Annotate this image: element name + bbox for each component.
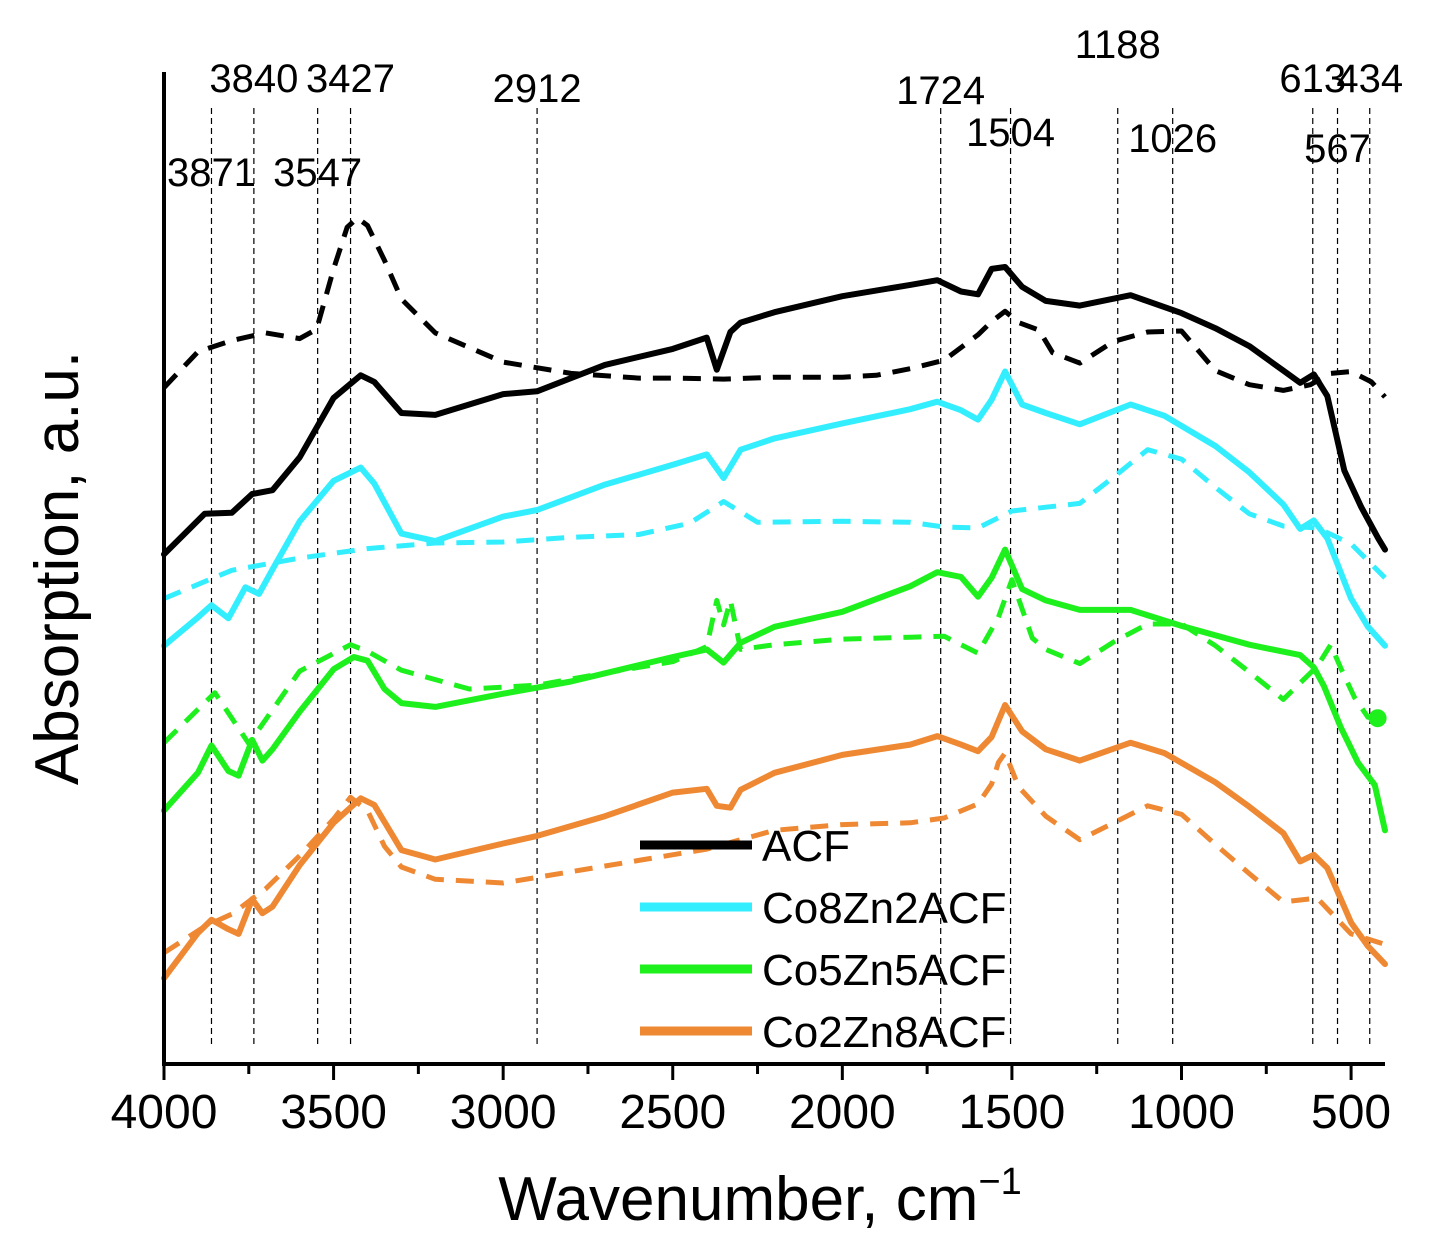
series-line-acf: [161, 264, 1388, 558]
peak-label-613: 613: [1279, 57, 1346, 101]
series-line-co8zn2acf: [161, 368, 1388, 649]
y-axis-title: Absorption, a.u.: [23, 351, 92, 785]
series-line-co5zn5acf: [161, 546, 1388, 834]
peak-label-2912: 2912: [493, 67, 582, 111]
peak-label-1504: 1504: [966, 111, 1055, 155]
x-tick-label-3000: 3000: [450, 1086, 557, 1139]
legend-label-co2zn8acf: Co2Zn8ACF: [762, 1008, 1007, 1057]
series-line-co8zn2acf-dashed: [163, 447, 1387, 601]
legend-label-co8zn2acf: Co8Zn2ACF: [762, 884, 1007, 933]
peak-label-3547: 3547: [273, 151, 362, 195]
x-tick-label-2500: 2500: [619, 1086, 726, 1139]
peak-label-3871: 3871: [167, 151, 256, 195]
series-line-co2zn8acf: [161, 702, 1388, 982]
series-end-marker: [1368, 709, 1387, 728]
x-tick-label-4000: 4000: [111, 1086, 218, 1139]
peak-label-567: 567: [1304, 127, 1371, 171]
series-line-acf-dashed: [162, 215, 1387, 399]
x-tick-label-1500: 1500: [959, 1086, 1066, 1139]
peak-label-1188: 1188: [1075, 23, 1161, 67]
x-tick-label-2000: 2000: [789, 1086, 896, 1139]
x-axis-title: Wavenumber, cm−1: [498, 1161, 1021, 1234]
peak-label-1724: 1724: [896, 69, 985, 113]
x-tick-label-1000: 1000: [1128, 1086, 1235, 1139]
peak-label-3427: 3427: [306, 57, 395, 101]
peak-label-1026: 1026: [1128, 117, 1217, 161]
legend-label-acf: ACF: [762, 822, 850, 871]
series-line-co2zn8acf-dashed: [162, 750, 1386, 955]
peak-label-3840: 3840: [209, 57, 298, 101]
x-tick-label-500: 500: [1311, 1086, 1391, 1139]
series-group: [161, 215, 1388, 982]
peak-label-434: 434: [1336, 57, 1403, 101]
x-tick-label-3500: 3500: [280, 1086, 387, 1139]
legend-label-co5zn5acf: Co5Zn5ACF: [762, 946, 1007, 995]
x-tick-group: 4000 3500 3000 2500 2000 1500 1000 500: [111, 1064, 1391, 1139]
legend: ACF Co8Zn2ACF Co5Zn5ACF Co2Zn8ACF: [640, 822, 1007, 1057]
series-line-co5zn5acf-dashed: [162, 577, 1382, 747]
